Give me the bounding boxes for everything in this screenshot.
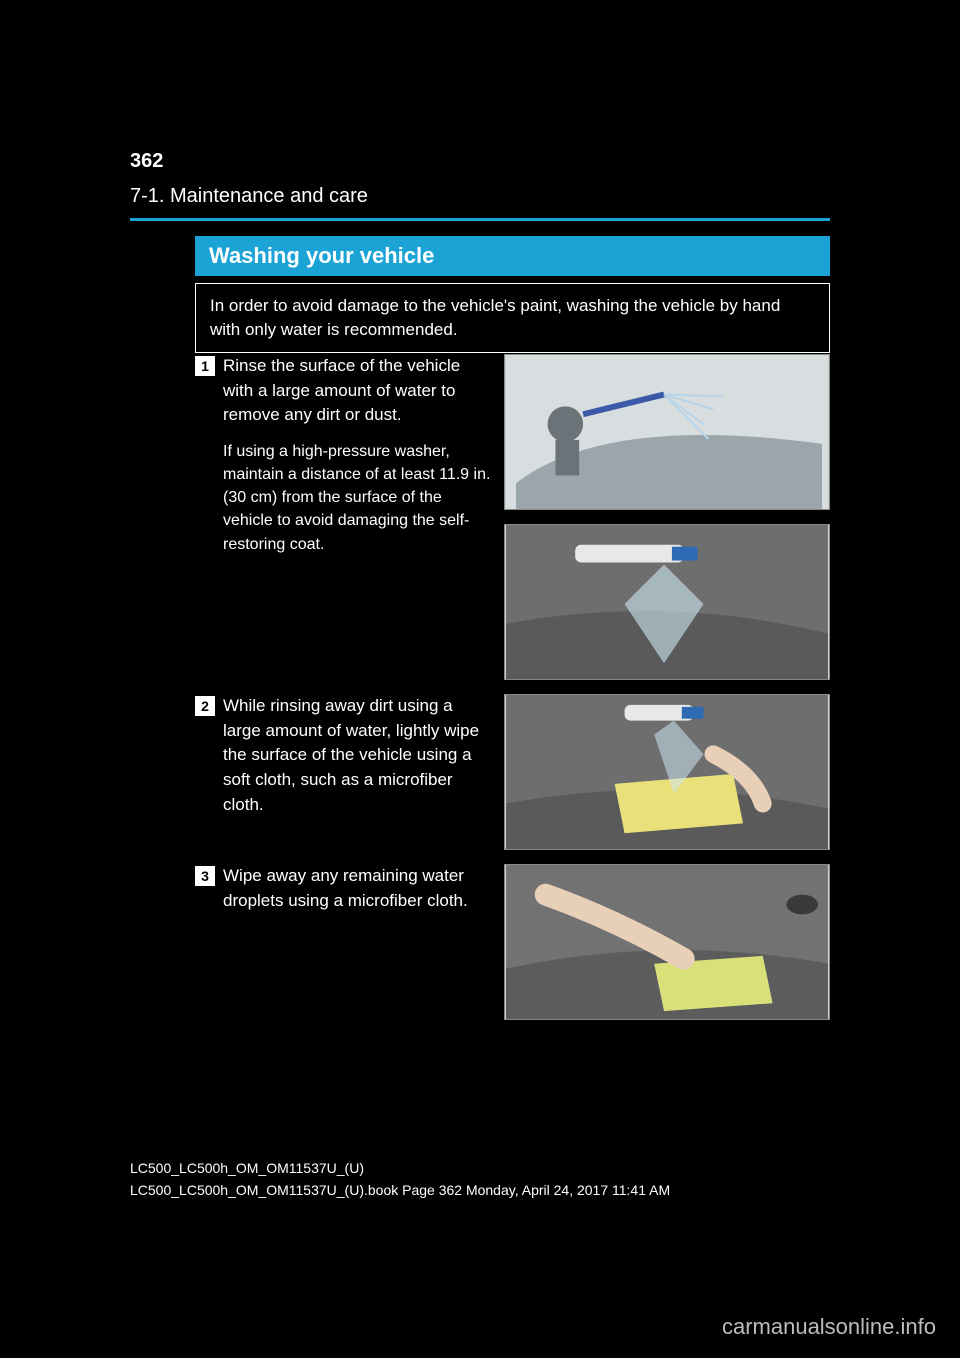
doc-ref-a: LC500_LC500h_OM_OM11537U_(U) [130,1160,364,1176]
step-3-text: Wipe away any remaining water droplets u… [223,864,493,913]
step-marker-icon: 1 [195,356,215,376]
step-1-note: If using a high-pressure washer, maintai… [223,440,493,556]
section-header: 7-1. Maintenance and care [130,185,368,208]
illustration-rinse-roof [504,354,830,510]
page-number: 362 [130,150,163,173]
illustration-pressure-washer [504,524,830,680]
dry-hood-icon [505,865,829,1019]
rinse-icon [505,355,829,509]
step-marker-icon: 2 [195,696,215,716]
intro-box: In order to avoid damage to the vehicle'… [195,283,830,353]
doc-ref-b: LC500_LC500h_OM_OM11537U_(U).book Page 3… [130,1182,670,1198]
page-title: Washing your vehicle [209,243,434,269]
illustration-dry-hood [504,864,830,1020]
illustration-wipe-rinse [504,694,830,850]
pressure-washer-icon [505,525,829,679]
step-2-text: While rinsing away dirt using a large am… [223,694,493,817]
wipe-rinse-icon [505,695,829,849]
step-2-main: While rinsing away dirt using a large am… [223,696,479,814]
step-1-text: Rinse the surface of the vehicle with a … [223,354,493,556]
title-bar: Washing your vehicle [195,236,830,276]
watermark-text: carmanualsonline.info [722,1314,936,1340]
section-divider [130,218,830,221]
step-1-main: Rinse the surface of the vehicle with a … [223,356,460,424]
step-marker-icon: 3 [195,866,215,886]
manual-page: 362 7-1. Maintenance and care Washing yo… [0,0,960,1358]
intro-text: In order to avoid damage to the vehicle'… [210,294,815,342]
step-3-main: Wipe away any remaining water droplets u… [223,866,468,910]
